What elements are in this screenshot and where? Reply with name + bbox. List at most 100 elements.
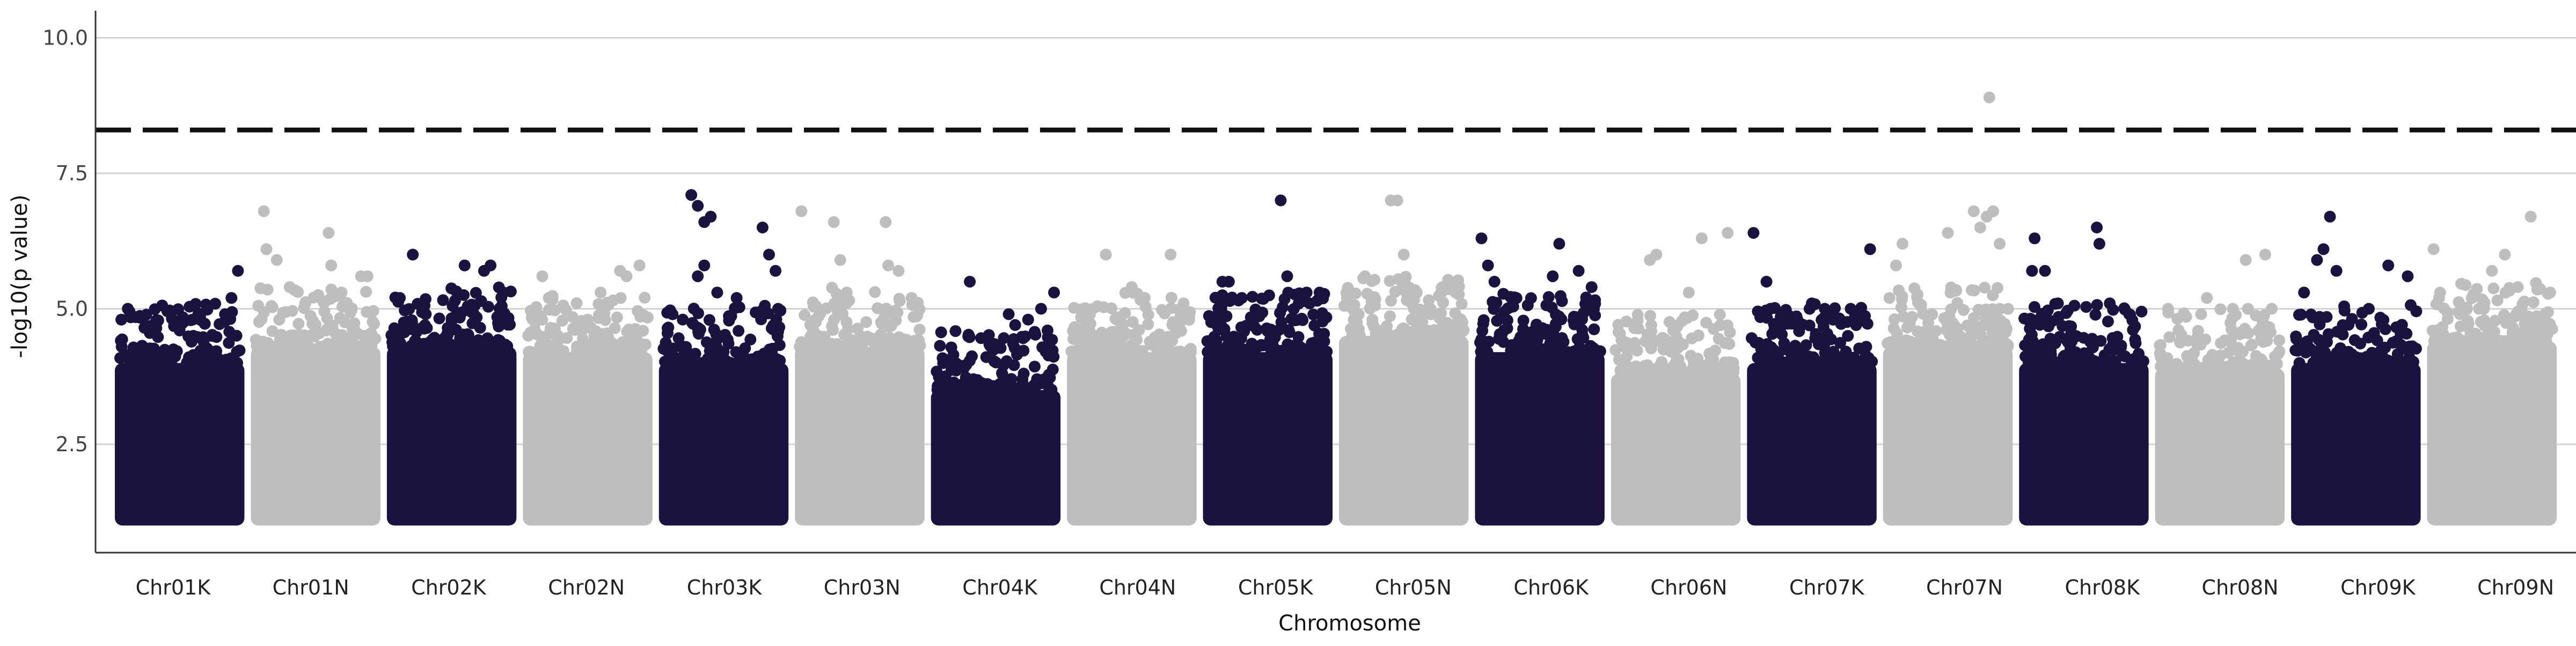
data-point bbox=[1671, 321, 1683, 333]
data-point bbox=[963, 331, 976, 343]
data-point bbox=[807, 296, 819, 309]
data-point bbox=[2091, 299, 2103, 311]
data-point bbox=[339, 316, 351, 328]
data-point bbox=[1860, 341, 1872, 353]
chromosome-group-chr07k bbox=[1746, 227, 1878, 526]
data-point bbox=[1246, 291, 1258, 303]
x-tick-label: Chr05N bbox=[1375, 576, 1452, 599]
data-point bbox=[2512, 305, 2524, 318]
data-point bbox=[1920, 325, 1932, 337]
chromosome-group-chr09k bbox=[2289, 210, 2423, 526]
data-point bbox=[1359, 270, 1371, 282]
data-point bbox=[258, 306, 270, 319]
data-point bbox=[2427, 243, 2440, 255]
point-bulk bbox=[1475, 352, 1605, 526]
data-point bbox=[1389, 285, 1401, 298]
data-point bbox=[993, 380, 1005, 393]
data-point bbox=[1944, 287, 1957, 299]
data-point bbox=[570, 297, 583, 310]
data-point bbox=[266, 325, 279, 337]
data-point bbox=[1579, 298, 1591, 310]
data-point bbox=[185, 335, 197, 348]
data-point bbox=[2464, 327, 2477, 339]
data-point bbox=[1912, 288, 1924, 300]
data-point bbox=[2201, 292, 2213, 304]
data-point bbox=[146, 356, 158, 369]
data-point bbox=[1589, 294, 1601, 306]
data-point bbox=[734, 356, 746, 369]
data-point bbox=[303, 331, 316, 343]
data-point bbox=[1695, 232, 1708, 245]
data-point bbox=[2377, 314, 2390, 326]
data-point bbox=[1911, 325, 1923, 337]
data-point bbox=[828, 216, 840, 228]
data-point bbox=[1845, 303, 1857, 315]
data-point bbox=[885, 334, 897, 347]
data-point bbox=[1078, 346, 1091, 358]
data-point bbox=[988, 355, 1000, 368]
data-point bbox=[1269, 331, 1281, 343]
data-point bbox=[122, 303, 134, 315]
data-point bbox=[750, 306, 762, 319]
data-point bbox=[2052, 297, 2064, 310]
data-point bbox=[2195, 308, 2207, 320]
data-point bbox=[148, 342, 160, 355]
data-point bbox=[2402, 270, 2414, 282]
data-point bbox=[1585, 281, 1598, 293]
data-point bbox=[592, 298, 605, 310]
data-point bbox=[1097, 338, 1109, 350]
data-point bbox=[2338, 304, 2351, 317]
data-point bbox=[423, 337, 435, 349]
data-point bbox=[445, 313, 458, 326]
data-point bbox=[2178, 307, 2190, 320]
data-point bbox=[1670, 331, 1682, 343]
data-point bbox=[225, 292, 238, 304]
data-point bbox=[1275, 194, 1287, 207]
data-point bbox=[258, 340, 270, 352]
data-point bbox=[2080, 301, 2092, 313]
data-point bbox=[1368, 299, 1381, 312]
data-point bbox=[1521, 328, 1533, 341]
chromosome-group-chr01n bbox=[250, 205, 382, 526]
data-point bbox=[566, 311, 579, 323]
data-point bbox=[214, 318, 226, 331]
data-point bbox=[1864, 243, 1876, 255]
data-point bbox=[2390, 335, 2403, 347]
data-point bbox=[1019, 382, 1031, 394]
data-point bbox=[1991, 306, 2003, 318]
data-point bbox=[1165, 291, 1177, 304]
data-point bbox=[602, 343, 614, 356]
data-point bbox=[1223, 276, 1235, 288]
data-point bbox=[2500, 317, 2512, 329]
chromosome-group-chr04k bbox=[931, 276, 1061, 526]
data-point bbox=[1396, 325, 1409, 337]
x-tick-label: Chr01N bbox=[273, 576, 349, 599]
data-point bbox=[770, 265, 782, 277]
chromosome-group-chr07n bbox=[1882, 91, 2014, 526]
data-point bbox=[2441, 306, 2454, 319]
data-point bbox=[1079, 321, 1091, 334]
data-point bbox=[1423, 294, 1435, 306]
data-point bbox=[714, 351, 726, 363]
point-bulk bbox=[2427, 341, 2557, 526]
data-point bbox=[335, 287, 348, 299]
data-point bbox=[1665, 346, 1678, 358]
data-point bbox=[2489, 314, 2501, 327]
data-point bbox=[163, 350, 175, 362]
data-point bbox=[954, 359, 966, 372]
data-point bbox=[561, 332, 573, 344]
data-point bbox=[692, 270, 704, 282]
data-point bbox=[2192, 325, 2204, 337]
chromosome-group-chr06n bbox=[1609, 227, 1741, 526]
data-point bbox=[2479, 317, 2491, 329]
data-point bbox=[880, 216, 892, 228]
data-point bbox=[827, 324, 839, 336]
data-point bbox=[1159, 335, 1172, 347]
data-point bbox=[388, 322, 400, 334]
data-point bbox=[809, 340, 822, 353]
chromosome-group-chr02n bbox=[522, 259, 654, 526]
data-point bbox=[1368, 274, 1381, 286]
data-point bbox=[260, 243, 273, 255]
data-point bbox=[1501, 314, 1513, 327]
point-bulk bbox=[386, 347, 517, 526]
